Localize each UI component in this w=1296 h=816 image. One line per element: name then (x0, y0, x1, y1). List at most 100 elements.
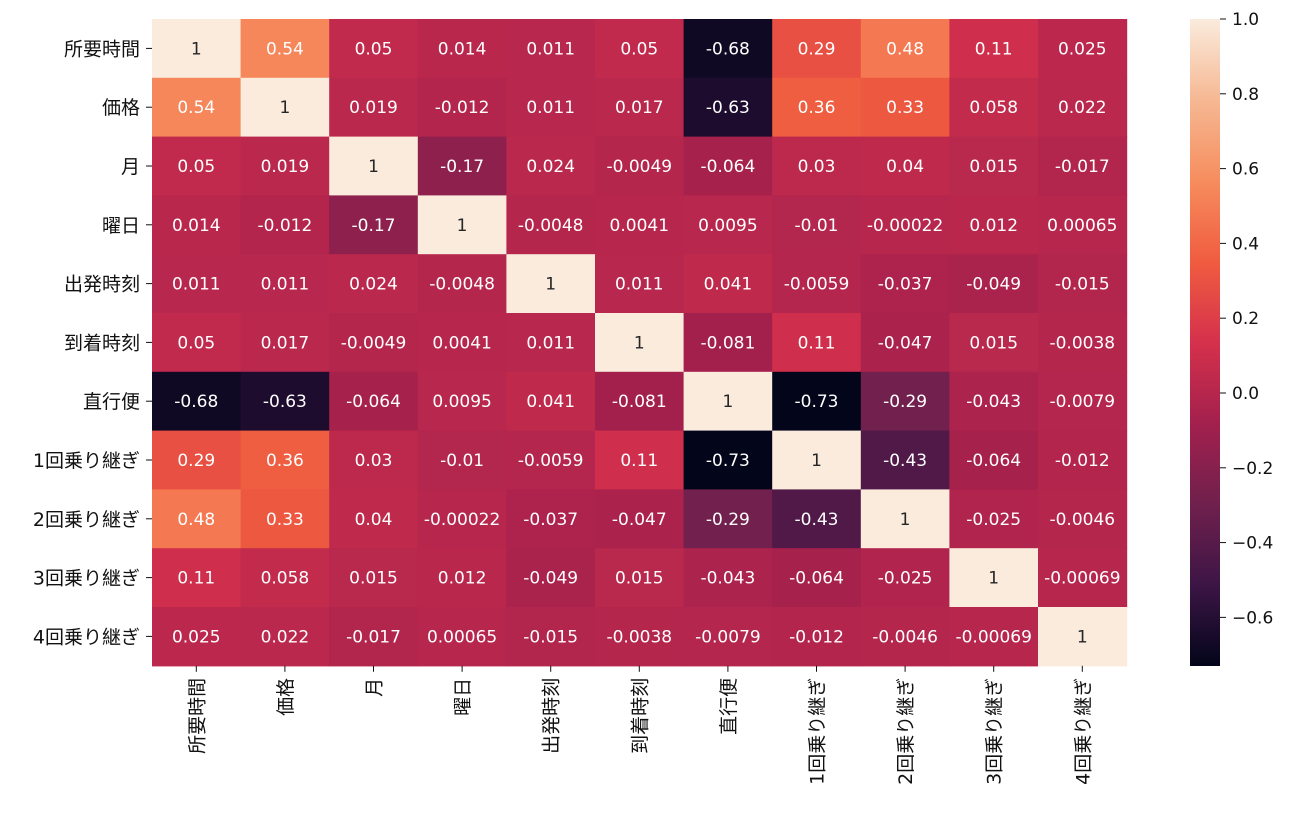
heatmap-cell-value: -0.0048 (429, 275, 495, 295)
heatmap-cell-value: 0.03 (798, 157, 836, 177)
heatmap-cell (152, 607, 242, 667)
heatmap-cell-value: 0.014 (438, 39, 487, 59)
heatmap-cell (772, 607, 862, 667)
heatmap-cell (772, 313, 862, 373)
heatmap-cell (595, 77, 685, 138)
x-tick-labels: 所要時間 価格 月 曜日 出発時刻 到着時刻 直行便 1回乗り継ぎ 2回乗り継ぎ 3回乗り継ぎ 4回… (186, 665, 1094, 785)
heatmap-cell (152, 77, 242, 138)
colorbar-tick-label: −0.2 (1232, 459, 1273, 479)
heatmap-cell-value: 0.48 (886, 39, 924, 59)
heatmap-cell-value: -0.025 (966, 510, 1021, 530)
heatmap-cell (417, 254, 507, 314)
heatmap-cell (329, 19, 419, 79)
y-tick-label: 直行便 (83, 391, 140, 413)
heatmap-cell-value: -0.043 (966, 392, 1021, 412)
x-tick-label: 3回乗り継ぎ (984, 678, 1006, 785)
heatmap-cell (949, 136, 1039, 196)
heatmap-cell (860, 489, 950, 549)
heatmap-cell (1038, 313, 1128, 373)
heatmap-cell-value: -0.73 (706, 451, 750, 471)
heatmap-cell-value: -0.00069 (1044, 569, 1120, 589)
heatmap-cell-value: 0.0095 (698, 216, 757, 236)
heatmap-cell-value: -0.015 (1055, 275, 1110, 295)
heatmap-cell-value: -0.015 (523, 627, 578, 647)
heatmap-cell-value: 0.36 (798, 98, 836, 118)
heatmap-cell (772, 19, 862, 79)
x-tick-label: 2回乗り継ぎ (895, 678, 917, 785)
heatmap-cell (595, 136, 685, 196)
heatmap-cell-value: 0.022 (261, 627, 310, 647)
heatmap-cell (595, 254, 685, 314)
heatmap-cell-value: -0.064 (346, 392, 401, 412)
heatmap-cell-value: -0.0046 (872, 627, 938, 647)
heatmap-cell (1038, 489, 1128, 549)
heatmap-cell-value: 0.11 (975, 39, 1013, 59)
heatmap-cell (152, 136, 242, 196)
heatmap-cell-value: 0.011 (526, 98, 575, 118)
x-tick-label: 直行便 (718, 678, 740, 735)
heatmap-cell (506, 430, 596, 490)
heatmap-cell-value: -0.0059 (784, 275, 850, 295)
heatmap-cell (152, 430, 242, 490)
heatmap-cell-value: -0.012 (789, 627, 844, 647)
heatmap-cell (772, 489, 862, 549)
heatmap-cell (1038, 195, 1128, 255)
heatmap-cell-value: 0.29 (798, 39, 836, 59)
heatmap-cell (860, 430, 950, 490)
heatmap-cell-value: -0.0048 (518, 216, 584, 236)
colorbar-tick-label: −0.6 (1232, 608, 1273, 628)
heatmap-cell (683, 19, 773, 79)
heatmap-cell (595, 489, 685, 549)
heatmap-cell-value: 0.36 (266, 451, 304, 471)
heatmap-cell-value: -0.00022 (424, 510, 500, 530)
heatmap-cell (949, 371, 1039, 432)
heatmap-cell-value: 1 (457, 216, 468, 236)
heatmap-cell (506, 489, 596, 549)
heatmap-cell (329, 77, 419, 138)
heatmap-cell (152, 371, 242, 432)
x-tick-label: 1回乗り継ぎ (807, 678, 829, 785)
heatmap-cell-value: 0.024 (349, 275, 398, 295)
heatmap-cell-value: 0.014 (172, 216, 221, 236)
heatmap-cell (240, 136, 330, 196)
heatmap-cell-value: 1 (279, 98, 290, 118)
colorbar: −0.6 −0.4 −0.2 0.0 0.2 0.4 0.6 0.8 1.0 (1190, 10, 1273, 666)
x-tick-label: 出発時刻 (541, 678, 563, 754)
heatmap-cell (417, 195, 507, 255)
y-tick-label: 到着時刻 (64, 332, 140, 354)
heatmap-cell (860, 371, 950, 432)
heatmap-cell (152, 548, 242, 608)
heatmap-cell (506, 548, 596, 608)
heatmap-cell (595, 371, 685, 432)
colorbar-tick-label: 1.0 (1232, 10, 1259, 30)
heatmap-cell-value: 0.041 (526, 392, 575, 412)
heatmap-cell-value: -0.081 (612, 392, 667, 412)
heatmap-cell-value: -0.00022 (867, 216, 943, 236)
y-tick-label: 3回乗り継ぎ (33, 568, 140, 590)
heatmap-cell-value: 0.33 (266, 510, 304, 530)
heatmap-cell-value: -0.63 (706, 98, 750, 118)
heatmap-cell-value: 0.33 (886, 98, 924, 118)
heatmap-cell (1038, 548, 1128, 608)
heatmap-cell-value: 0.058 (261, 569, 310, 589)
heatmap-cell (240, 430, 330, 490)
heatmap-cell (152, 254, 242, 314)
heatmap-cell (949, 607, 1039, 667)
heatmap-cell (949, 195, 1039, 255)
heatmap-cell-value: 0.29 (177, 451, 215, 471)
heatmap-cell-value: 0.025 (172, 627, 221, 647)
heatmap-cell (329, 195, 419, 255)
heatmap-cell (329, 254, 419, 314)
heatmap-cell (772, 136, 862, 196)
heatmap-cell-value: 1 (545, 275, 556, 295)
heatmap-cell (152, 489, 242, 549)
heatmap-cell (949, 430, 1039, 490)
y-tick-label: 所要時間 (64, 38, 140, 60)
heatmap-cell-value: 0.11 (620, 451, 658, 471)
colorbar-tick-label: 0.6 (1232, 160, 1259, 180)
heatmap-cell-value: -0.29 (706, 510, 750, 530)
heatmap-cell (683, 548, 773, 608)
heatmap-cell (329, 548, 419, 608)
